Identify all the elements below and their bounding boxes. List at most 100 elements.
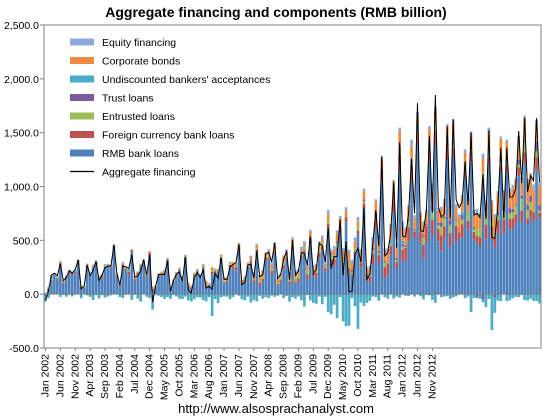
bar-segment bbox=[145, 276, 149, 295]
bar-segment bbox=[457, 214, 461, 218]
bar-segment bbox=[529, 202, 532, 210]
bar-segment bbox=[261, 270, 265, 272]
bar-segment bbox=[189, 294, 193, 302]
bar-segment bbox=[389, 239, 393, 243]
bar-segment bbox=[493, 294, 497, 298]
bar-segment bbox=[130, 252, 134, 295]
bar-segment bbox=[252, 280, 256, 283]
bar-segment bbox=[532, 184, 535, 190]
bar-segment bbox=[148, 252, 151, 253]
x-tick-label: Dec 2004 bbox=[144, 354, 156, 399]
bar-segment bbox=[442, 294, 446, 297]
bar-segment bbox=[335, 243, 339, 248]
bar-segment bbox=[175, 275, 178, 295]
bar-segment bbox=[201, 294, 205, 301]
bar-segment bbox=[514, 222, 518, 295]
bar-segment bbox=[94, 262, 98, 295]
bar-segment bbox=[195, 271, 199, 295]
bar-segment bbox=[487, 162, 491, 295]
bar-segment bbox=[64, 294, 68, 297]
bar-segment bbox=[356, 294, 360, 329]
bar-segment bbox=[365, 294, 369, 303]
bar-segment bbox=[243, 276, 247, 279]
bar-segment bbox=[428, 126, 431, 129]
bar-segment bbox=[428, 128, 431, 143]
bar-segment bbox=[445, 160, 449, 295]
bar-segment bbox=[514, 204, 518, 206]
bar-segment bbox=[249, 262, 253, 295]
bar-segment bbox=[368, 282, 372, 295]
bar-segment bbox=[294, 294, 297, 299]
bar-segment bbox=[273, 249, 276, 252]
bar-segment bbox=[401, 244, 404, 247]
bar-segment bbox=[511, 218, 515, 229]
bar-segment bbox=[198, 274, 202, 276]
footer-url[interactable]: http://www.alsosprachanalyst.com bbox=[178, 401, 374, 416]
bar-segment bbox=[416, 132, 419, 135]
bar-segment bbox=[431, 210, 434, 220]
bar-segment bbox=[478, 215, 482, 231]
x-tick-label: Jan 2002 bbox=[39, 354, 51, 397]
bar-segment bbox=[350, 275, 354, 295]
bar-segment bbox=[445, 143, 449, 161]
bar-segment bbox=[434, 294, 437, 303]
bar-segment bbox=[472, 231, 476, 240]
bar-segment bbox=[463, 167, 467, 172]
bar-segment bbox=[88, 272, 92, 274]
bar-segment bbox=[133, 278, 137, 280]
bar-segment bbox=[371, 253, 375, 265]
bar-segment bbox=[529, 216, 532, 295]
bar-segment bbox=[407, 227, 410, 241]
bar-segment bbox=[240, 294, 244, 300]
bar-segment bbox=[526, 210, 529, 219]
bar-segment bbox=[64, 278, 68, 295]
bar-segment bbox=[419, 231, 422, 243]
bar-segment bbox=[448, 232, 452, 247]
bar-segment bbox=[163, 269, 166, 271]
bar-segment bbox=[493, 297, 497, 313]
bar-segment bbox=[82, 287, 86, 288]
bar-segment bbox=[469, 294, 473, 312]
bar-segment bbox=[499, 157, 503, 163]
x-tick-label: Oct 2005 bbox=[173, 354, 185, 397]
bar-segment bbox=[517, 294, 521, 298]
bar-segment bbox=[219, 294, 223, 298]
bar-segment bbox=[517, 141, 521, 160]
bar-segment bbox=[210, 267, 214, 271]
bar-segment bbox=[97, 294, 101, 299]
bar-segment bbox=[460, 224, 464, 238]
bar-segment bbox=[460, 219, 464, 225]
bar-segment bbox=[264, 294, 268, 298]
bar-segment bbox=[368, 265, 372, 268]
bar-segment bbox=[294, 281, 297, 284]
bar-segment bbox=[431, 234, 434, 295]
bar-segment bbox=[56, 277, 59, 279]
x-tick-label: Nov 2002 bbox=[69, 354, 81, 399]
bar-segment bbox=[416, 131, 419, 133]
bar-segment bbox=[97, 276, 101, 278]
x-tick-label: Jul 2009 bbox=[307, 354, 319, 394]
bar-segment bbox=[463, 152, 467, 168]
bar-segment bbox=[472, 294, 476, 299]
bar-segment bbox=[425, 225, 428, 226]
bar-segment bbox=[448, 224, 452, 233]
bar-segment bbox=[496, 294, 500, 301]
bar-segment bbox=[252, 294, 256, 301]
bar-segment bbox=[115, 275, 119, 278]
bar-segment bbox=[297, 281, 300, 295]
bar-segment bbox=[335, 250, 339, 295]
bar-segment bbox=[341, 259, 345, 264]
bar-segment bbox=[347, 294, 351, 326]
bar-segment bbox=[148, 255, 151, 295]
bar-segment bbox=[189, 286, 193, 288]
bar-segment bbox=[50, 278, 53, 280]
bar-segment bbox=[157, 294, 160, 296]
bar-segment bbox=[505, 173, 509, 295]
bar-segment bbox=[148, 251, 151, 253]
bar-segment bbox=[231, 268, 235, 295]
bar-segment bbox=[163, 294, 166, 299]
bar-segment bbox=[234, 262, 238, 266]
bar-segment bbox=[431, 219, 434, 235]
bar-segment bbox=[448, 220, 452, 225]
